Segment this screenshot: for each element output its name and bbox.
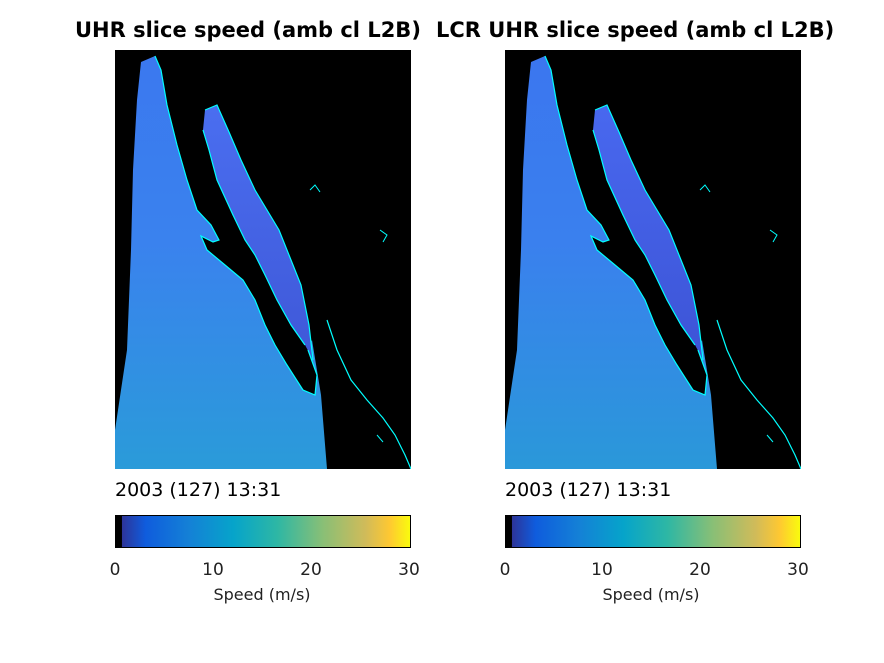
panel-1-speed-map xyxy=(115,50,411,469)
panel-1-colorbar-tick: 20 xyxy=(300,560,322,580)
panel-2-colorbar-tick: 0 xyxy=(499,560,511,580)
panel-1-colorbar xyxy=(115,515,411,548)
baja-west-coastline xyxy=(544,55,708,396)
panel-2-title: LCR UHR slice speed (amb cl L2B) xyxy=(436,18,835,42)
pacific-ocean-region xyxy=(115,56,327,469)
panel-2-colorbar xyxy=(505,515,801,548)
gulf-west-coastline xyxy=(202,129,306,346)
panel-1-colorbar-label: Speed (m/s) xyxy=(213,585,311,604)
mainland-coastline xyxy=(326,319,411,469)
gulf-west-coastline xyxy=(592,129,696,346)
pacific-ocean-region xyxy=(505,56,717,469)
panel-2-colorbar-tick: 20 xyxy=(689,560,711,580)
panel-2-colorbar-tick: 30 xyxy=(787,560,809,580)
gulf-region xyxy=(203,105,313,360)
baja-west-coastline xyxy=(154,55,318,396)
panel-2-speed-map xyxy=(505,50,801,469)
panel-2-colorbar-label: Speed (m/s) xyxy=(602,585,700,604)
panel-1-colorbar-tick: 10 xyxy=(202,560,224,580)
mainland-coastline xyxy=(716,319,801,469)
panel-2-colorbar-tick: 10 xyxy=(591,560,613,580)
panel-1-colorbar-tick: 30 xyxy=(398,560,420,580)
panel-1-timestamp: 2003 (127) 13:31 xyxy=(115,479,282,501)
panel-1-title: UHR slice speed (amb cl L2B) xyxy=(75,18,421,42)
gulf-east-coastline xyxy=(594,104,704,361)
gulf-region xyxy=(593,105,703,360)
gulf-east-coastline xyxy=(204,104,314,361)
panel-1-colorbar-tick: 0 xyxy=(109,560,121,580)
panel-2-timestamp: 2003 (127) 13:31 xyxy=(505,479,672,501)
